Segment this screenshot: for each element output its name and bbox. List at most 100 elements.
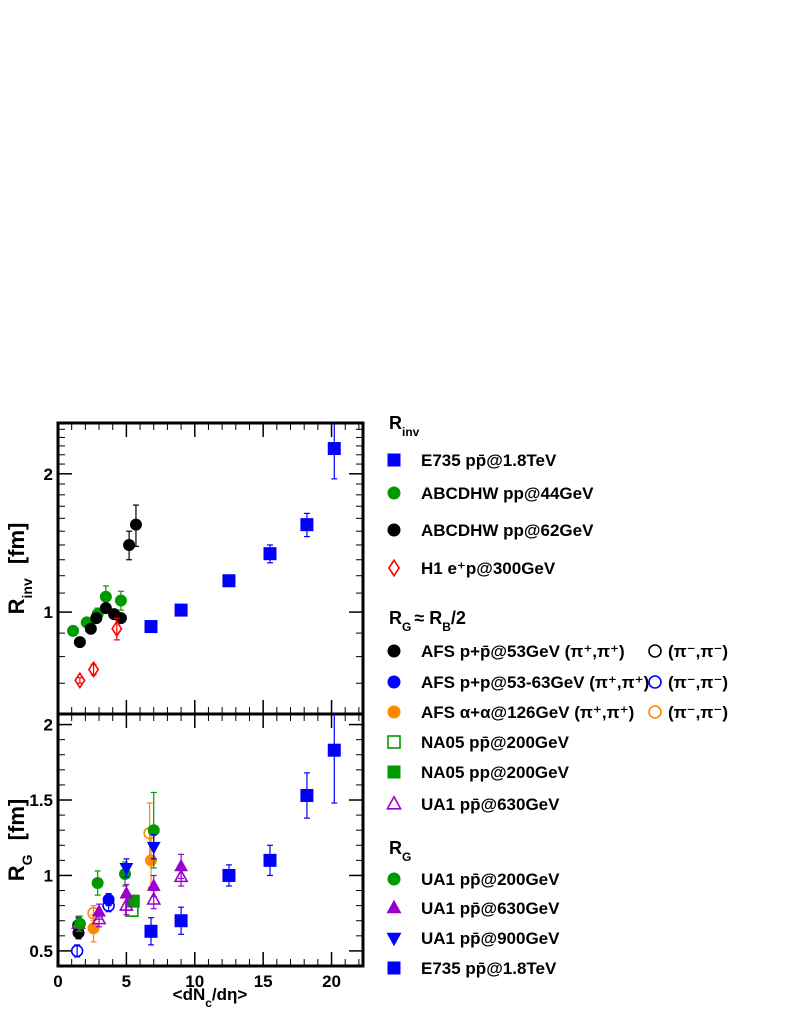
legend-header-tail2: /2 [451, 608, 466, 628]
panel-top: 1 2 Rinv [fm] [4, 421, 365, 716]
legend-header-sub2: B [442, 620, 451, 634]
legend-header: Rinv [389, 413, 420, 439]
y-axis-label-main: R [4, 865, 29, 881]
plot-frame [56, 421, 365, 716]
data-point [146, 878, 161, 891]
data-point [74, 671, 86, 690]
y-axis-label-sub: G [19, 854, 35, 865]
data-point [114, 594, 127, 607]
legend-entry: UA1 pp̄@200GeV [387, 870, 560, 889]
legend-marker-alt [648, 675, 662, 689]
legend-marker-alt [648, 705, 662, 719]
x-axis-label-tail: /dη> [212, 985, 247, 1004]
legend-header: RG [389, 838, 411, 864]
data-point [145, 854, 158, 867]
x-axis-label-sub: c [205, 996, 212, 1010]
legend-entry: E735 pp̄@1.8TeV [387, 959, 557, 978]
data-point [102, 899, 115, 912]
legend-label: H1 e⁺p@300GeV [421, 559, 556, 578]
legend-label: UA1 pp̄@200GeV [421, 870, 560, 889]
legend-marker [387, 486, 401, 500]
legend-label: UA1 pp̄@630GeV [421, 899, 560, 918]
y-tick-label: 2 [44, 716, 53, 735]
data-point [99, 602, 112, 615]
legend-header: RG ≈ RB/2 [389, 608, 466, 634]
data-point [327, 743, 341, 757]
data-point [129, 518, 142, 531]
y-axis-label-sub: inv [19, 578, 35, 598]
y-tick-label: 1.5 [29, 791, 53, 810]
data-point [147, 824, 160, 837]
legend-label: ABCDHW pp@44GeV [421, 484, 594, 503]
data-point [263, 853, 277, 867]
data-point [174, 858, 188, 872]
legend-marker [387, 558, 401, 578]
legend-marker [387, 961, 401, 975]
legend-header-sub: inv [402, 425, 420, 439]
data-point [73, 636, 86, 649]
data-point [84, 622, 97, 635]
data-point [327, 442, 341, 456]
legend-marker [387, 872, 401, 886]
data-point [119, 863, 134, 876]
data-point [73, 917, 86, 930]
data-point [87, 922, 100, 935]
legend-marker [387, 735, 401, 749]
data-point [174, 914, 188, 928]
y-tick-label: 1 [44, 603, 53, 622]
y-tick-label: 1 [44, 866, 53, 885]
data-point [90, 612, 103, 625]
legend-marker [387, 675, 401, 689]
legend-marker [386, 932, 402, 947]
x-axis-label: <dNc/dη> [173, 985, 248, 1010]
legend-header-sub: G [402, 850, 411, 864]
legend-entry: NA05 pp̄@200GeV [387, 733, 570, 752]
legend-label: AFS p+p@53-63GeV (π⁺,π⁺) [421, 673, 649, 692]
legend-marker [387, 453, 401, 467]
legend-marker [386, 899, 402, 914]
series-bottom-5 [87, 802, 156, 922]
legend-marker [387, 765, 401, 779]
legend-label-alt: (π⁻,π⁻) [668, 642, 728, 661]
y-axis-label-main: R [4, 598, 29, 614]
y-axis-label: Rinv [fm] [4, 523, 35, 615]
x-tick-label: 5 [122, 972, 131, 991]
legend-label: E735 pp̄@1.8TeV [421, 959, 557, 978]
legend-header-tail: ≈ R [414, 608, 442, 628]
data-point [99, 590, 112, 603]
data-point [222, 574, 236, 588]
legend-entry: UA1 pp̄@630GeV [386, 795, 560, 814]
legend-label: NA05 pp@200GeV [421, 763, 570, 782]
legend-header-main: R [389, 608, 402, 628]
series-bottom-3 [70, 899, 115, 958]
x-tick-label: 0 [53, 972, 62, 991]
x-tick-label: 20 [322, 972, 341, 991]
y-axis-label-unit: [fm] [4, 523, 29, 571]
legend-marker-alt [648, 644, 662, 658]
legend-label: NA05 pp̄@200GeV [421, 733, 570, 752]
data-point [144, 620, 158, 634]
x-axis-label-main: <dN [173, 985, 206, 1004]
legend-label: AFS p+p̄@53GeV (π⁺,π⁺) [421, 642, 625, 661]
y-axis-label-unit: [fm] [4, 799, 29, 847]
legend-group-2: RG UA1 pp̄@200GeV UA1 pp̄@630GeV UA1 pp̄@90… [386, 838, 560, 978]
legend-marker [387, 705, 401, 719]
data-point [146, 891, 162, 905]
legend-entry: AFS p+p@53-63GeV (π⁺,π⁺) (π⁻,π⁻) [387, 673, 728, 692]
data-point [300, 788, 314, 802]
series-bottom-10 [92, 853, 188, 920]
legend-entry: UA1 pp̄@900GeV [386, 929, 560, 948]
data-point [146, 841, 161, 855]
data-point [263, 547, 277, 561]
legend-entry: E735 pp̄@1.8TeV [387, 451, 557, 470]
legend-label: UA1 pp̄@900GeV [421, 929, 560, 948]
data-point [119, 885, 134, 899]
legend-entry: UA1 pp̄@630GeV [386, 899, 560, 918]
legend-marker [386, 795, 402, 810]
y-tick-label: 0.5 [29, 942, 53, 961]
x-tick-label: 15 [254, 972, 273, 991]
